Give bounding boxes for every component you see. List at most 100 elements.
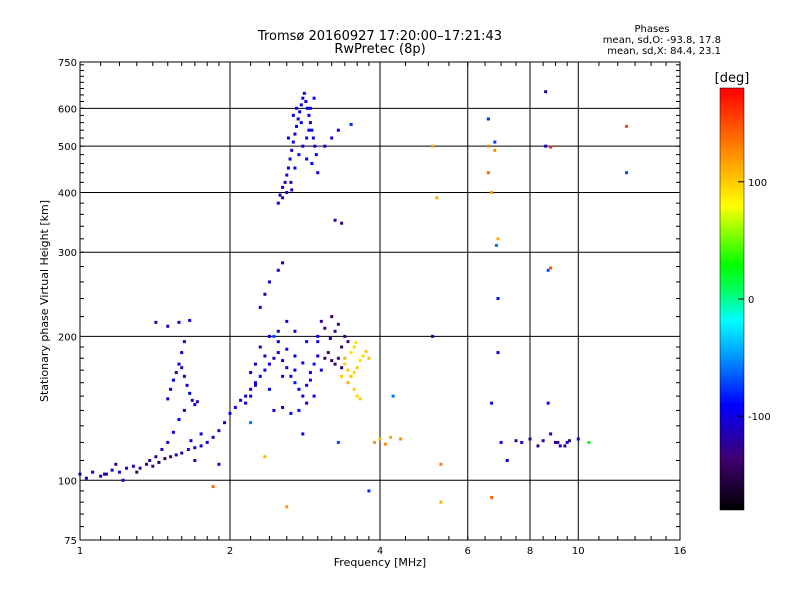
echo-point [358,359,362,363]
echo-point [373,440,377,444]
echo-point [336,356,340,360]
echo-point [160,447,164,451]
echo-point [169,387,173,391]
echo-point [378,437,382,441]
echo-point [431,334,435,338]
echo-point [286,166,290,170]
echo-point [355,394,359,398]
echo-point [166,324,170,328]
echo-point [486,144,490,148]
echo-point [528,437,532,441]
echo-point [305,106,309,110]
echo-point [117,470,121,474]
echo-point [228,411,232,415]
echo-point [258,305,262,309]
echo-point [305,157,309,161]
echo-point [263,455,267,459]
colorbar-tick-label: 0 [748,295,754,306]
echo-point [278,193,282,197]
echo-point [312,362,316,366]
echo-point [267,334,271,338]
echo-point [145,462,149,466]
echo-point [297,408,301,412]
echo-point [367,356,371,360]
echo-point [389,435,393,439]
echo-point [316,171,320,175]
echo-point [486,117,490,121]
echo-point [307,128,311,132]
echo-point [439,500,443,504]
echo-point [244,394,248,398]
echo-point [217,429,221,433]
echo-point [340,345,344,349]
echo-point [291,113,295,117]
echo-point [546,268,550,272]
echo-point [182,340,186,344]
echo-point [91,470,95,474]
echo-point [258,345,262,349]
echo-point [346,381,350,385]
echo-point [281,405,285,409]
echo-point [301,394,305,398]
echo-point [544,144,548,148]
echo-point [186,447,190,451]
echo-point [330,136,334,140]
echo-point [313,144,317,148]
echo-point [289,411,293,415]
echo-point [352,371,356,375]
echo-point [304,100,308,104]
y-axis-label: Stationary phase Virtual Height [km] [38,200,51,402]
echo-point [314,153,318,157]
echo-point [312,394,316,398]
echo-point [297,153,301,157]
echo-point [249,421,253,425]
y-tick-label: 100 [58,476,77,487]
echo-point [233,405,237,409]
echo-point [281,196,285,200]
echo-point [494,243,498,247]
echo-point [343,362,347,366]
plot-frame [79,61,681,541]
echo-point [316,354,320,358]
echo-point [138,466,142,470]
echo-point [244,401,248,405]
echo-point [110,468,114,472]
chart-title: Tromsø 20160927 17:20:00–17:21:43 [257,29,502,44]
echo-point [267,280,271,284]
echo-point [305,383,309,387]
echo-point [276,329,280,333]
echo-point [293,132,297,136]
echo-point [249,371,253,375]
echo-point [565,440,569,444]
data-points [78,90,629,509]
echo-point [289,180,293,184]
echo-point [328,336,332,340]
echo-point [272,356,276,360]
echo-point [285,319,289,323]
echo-point [151,464,155,468]
echo-point [263,292,267,296]
echo-point [336,322,340,326]
echo-point [496,237,500,241]
echo-point [285,366,289,370]
x-tick-label: 10 [572,546,585,557]
echo-point [333,218,337,222]
echo-point [299,121,303,125]
echo-point [499,440,503,444]
colorbar-label: [deg] [715,71,750,86]
echo-point [553,440,557,444]
echo-point [253,383,257,387]
echo-point [293,166,297,170]
echo-point [267,387,271,391]
chart-subtitle: RwPretec (8p) [334,42,425,57]
echo-point [298,110,302,114]
echo-point [104,472,108,476]
echo-point [295,124,299,128]
x-tick-label: 4 [377,546,383,557]
x-tick-label: 6 [465,546,471,557]
echo-point [166,440,170,444]
y-tick-label: 600 [58,104,77,115]
echo-point [319,368,323,372]
echo-point [305,136,309,140]
echo-point [435,196,439,200]
